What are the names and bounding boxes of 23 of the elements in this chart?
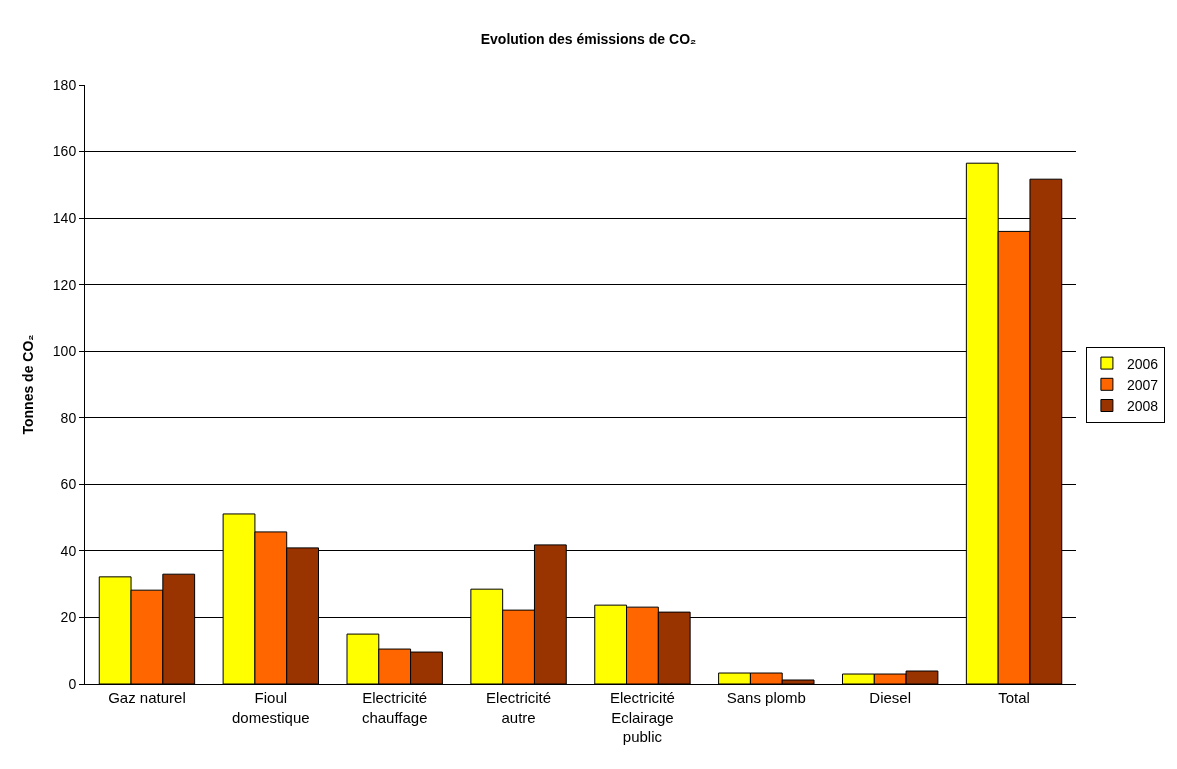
chart-title: Evolution des émissions de CO₂ xyxy=(480,31,697,48)
y-tick-label: 120 xyxy=(52,276,77,293)
x-tick-label: Electricité chauffage xyxy=(361,689,428,726)
x-tick-label: Fioul domestique xyxy=(232,689,310,726)
y-tick-label: 80 xyxy=(60,409,77,426)
legend-label: 2008 xyxy=(1126,397,1159,414)
x-tick-label: Electricité Eclairage public xyxy=(609,689,675,745)
legend-label: 2006 xyxy=(1126,355,1159,372)
x-tick-label: Gaz naturel xyxy=(108,689,186,706)
x-tick-label: Electricité autre xyxy=(486,689,552,726)
y-tick-label: 0 xyxy=(68,675,77,692)
y-tick-label: 20 xyxy=(60,609,77,626)
y-tick-label: 40 xyxy=(60,542,77,559)
y-tick-label: 100 xyxy=(52,343,77,360)
legend-label: 2007 xyxy=(1126,376,1159,393)
y-tick-label: 180 xyxy=(52,76,77,93)
y-axis-title: Tonnes de CO₂ xyxy=(20,334,37,435)
y-tick-label: 160 xyxy=(52,143,77,160)
x-tick-label: Sans plomb xyxy=(726,689,806,706)
y-tick-label: 60 xyxy=(60,476,77,493)
x-tick-label: Total xyxy=(998,689,1030,706)
x-tick-label: Diesel xyxy=(869,689,912,706)
y-tick-label: 140 xyxy=(52,210,77,227)
